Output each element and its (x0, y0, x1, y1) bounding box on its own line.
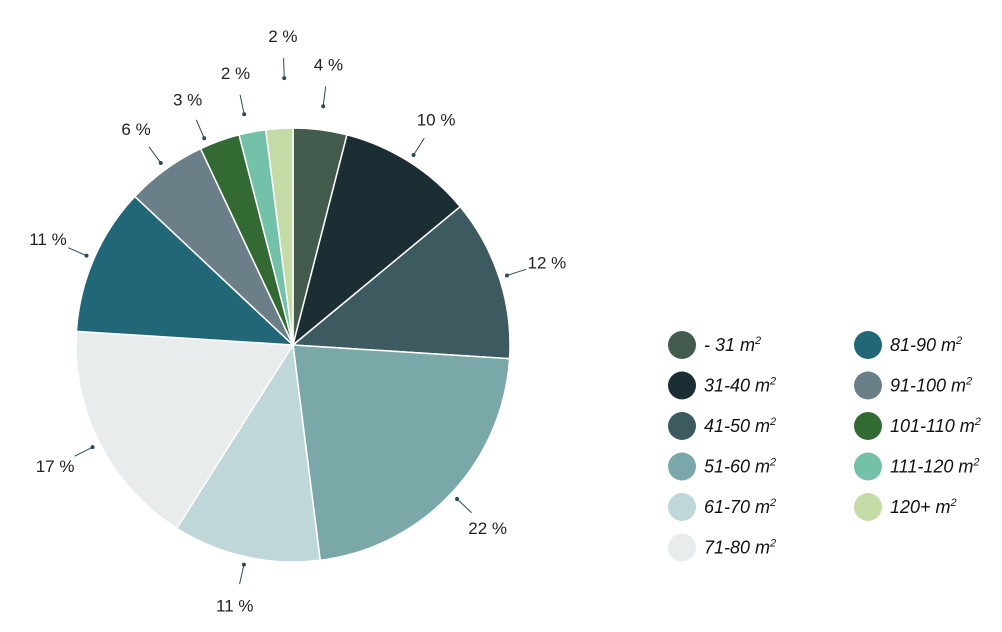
leader-dot (411, 153, 416, 158)
leader-line (74, 446, 93, 457)
legend-label-text: 91-100 m (890, 376, 966, 396)
legend-label: 31-40 m2 (704, 376, 776, 396)
legend-superscript: 2 (769, 457, 776, 469)
leader-dot (282, 76, 287, 81)
legend-label-text: 61-70 m (704, 497, 770, 517)
legend-swatch (668, 493, 696, 521)
legend-item: 111-120 m2 (854, 452, 980, 481)
legend-label: 51-60 m2 (704, 457, 776, 477)
legend-superscript: 2 (754, 335, 761, 347)
slice-percent-label: 6 % (121, 120, 150, 139)
legend-swatch (668, 533, 696, 562)
legend-label: 101-110 m2 (890, 416, 981, 436)
leader-dot (84, 253, 89, 258)
pie-slices (75, 127, 511, 563)
legend-label-text: 31-40 m (704, 376, 770, 396)
pie-slice (175, 342, 322, 563)
legend-swatch (854, 452, 882, 481)
pie-slice (291, 133, 462, 348)
pie-slice (291, 205, 511, 360)
legend-superscript: 2 (769, 538, 776, 550)
legend-swatch (668, 452, 696, 481)
legend-label: 111-120 m2 (890, 457, 980, 477)
leader-line (456, 498, 472, 514)
legend-item: 101-110 m2 (854, 412, 981, 440)
legend-superscript: 2 (965, 376, 972, 388)
legend-swatch (668, 412, 696, 440)
legend-label-text: 71-80 m (704, 538, 770, 558)
legend-item: 31-40 m2 (668, 371, 776, 400)
legend-label-text: 51-60 m (704, 457, 770, 477)
legend-superscript: 2 (955, 335, 962, 347)
legend-item: - 31 m2 (668, 331, 761, 359)
slice-percent-label: 11 % (216, 597, 254, 616)
leader-dot (241, 562, 246, 567)
legend-superscript: 2 (972, 457, 979, 469)
leader-dot (90, 445, 95, 450)
leader-line (148, 146, 162, 164)
legend-superscript: 2 (974, 416, 981, 428)
legend-superscript: 2 (769, 497, 776, 509)
legend-item: 81-90 m2 (854, 331, 962, 359)
leader-line (322, 86, 327, 107)
legend-label: 41-50 m2 (704, 416, 776, 436)
legend-item: 41-50 m2 (668, 412, 776, 440)
slice-percent-label: 12 % (528, 253, 567, 272)
slice-percent-label: 2 % (268, 27, 297, 46)
legend-swatch (854, 371, 882, 400)
leader-line (195, 119, 205, 139)
legend-label-text: - 31 m (704, 335, 755, 355)
legend-item: 51-60 m2 (668, 452, 776, 481)
leader-dot (202, 136, 207, 141)
slice-percent-label: 4 % (314, 56, 343, 75)
slice-percent-label: 10 % (417, 111, 456, 130)
legend-item: 61-70 m2 (668, 493, 776, 521)
legend-label: 81-90 m2 (890, 335, 962, 355)
legend-label-text: 41-50 m (704, 416, 770, 436)
slice-percent-label: 2 % (221, 64, 250, 83)
leader-line (413, 137, 425, 156)
legend-item: 71-80 m2 (668, 533, 776, 562)
leader-dot (242, 112, 247, 117)
legend-item: 91-100 m2 (854, 371, 972, 400)
slice-percent-label: 3 % (173, 91, 202, 110)
leader-line (239, 94, 245, 115)
pie-slice (292, 344, 511, 562)
leader-dot (321, 104, 326, 109)
leader-dot (455, 497, 460, 502)
legend-label-text: 111-120 m (890, 457, 973, 477)
legend-swatch (668, 371, 696, 400)
legend-superscript: 2 (769, 416, 776, 428)
legend-swatch (854, 331, 882, 359)
legend-swatch (854, 412, 882, 440)
legend-label: 91-100 m2 (890, 376, 972, 396)
legend-superscript: 2 (950, 497, 957, 509)
legend-item: 120+ m2 (854, 493, 957, 521)
leader-line (283, 58, 285, 79)
legend-label: 120+ m2 (890, 497, 957, 517)
legend-superscript: 2 (769, 376, 776, 388)
slice-percent-label: 11 % (29, 230, 67, 249)
legend-label-text: 81-90 m (890, 335, 956, 355)
legend-swatch (854, 493, 882, 521)
pie-slice (264, 127, 294, 346)
leader-line (239, 564, 245, 585)
leader-line (67, 247, 87, 257)
leader-dot (158, 160, 163, 165)
leader-dot (504, 273, 509, 278)
pie-slice (75, 195, 296, 346)
pie-slice (75, 330, 295, 530)
legend-label-text: 120+ m (890, 497, 951, 517)
legend-label-text: 101-110 m (890, 416, 975, 436)
legend-swatch (668, 331, 696, 359)
legend-label: - 31 m2 (704, 335, 761, 355)
slice-percent-label: 17 % (36, 457, 75, 476)
pie-labels: 4 % 10 % 12 % 22 % 11 % 17 % 11 % 6 % 3 % 2 % 2 % (29, 27, 566, 615)
leader-line (506, 268, 527, 276)
slice-percent-label: 22 % (468, 519, 507, 538)
legend-label: 61-70 m2 (704, 497, 776, 517)
legend-label: 71-80 m2 (704, 538, 776, 558)
